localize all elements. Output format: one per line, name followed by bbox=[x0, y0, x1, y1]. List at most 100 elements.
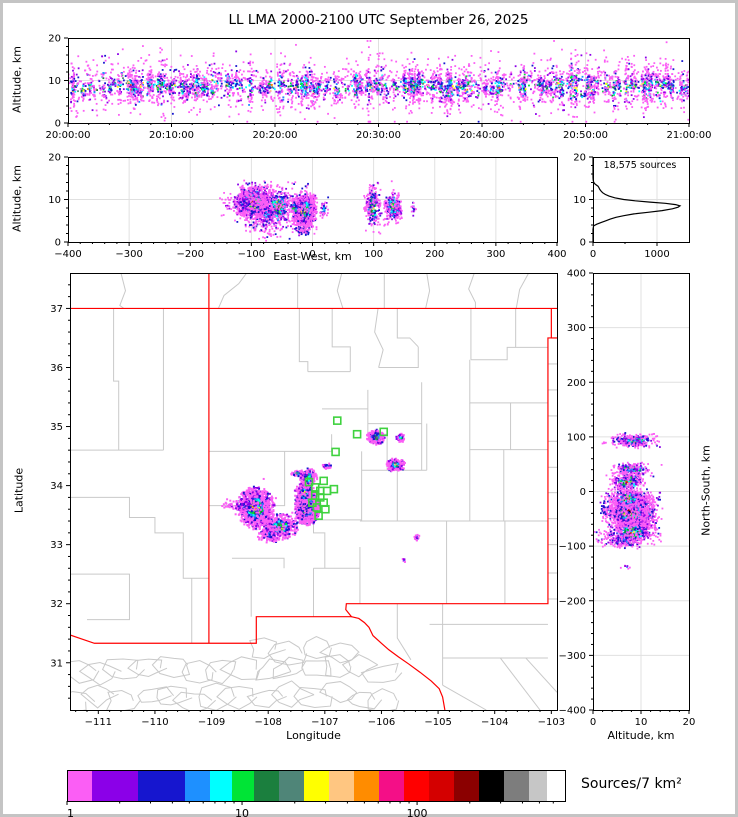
tick-label: 31 bbox=[50, 658, 63, 669]
tick-label: 20:50:00 bbox=[563, 130, 608, 141]
tick-label: 20 bbox=[573, 153, 586, 164]
tick-label: 20:30:00 bbox=[356, 130, 401, 141]
colorbar-segment bbox=[92, 770, 138, 801]
colorbar-segment bbox=[210, 770, 232, 801]
lma-station-marker bbox=[304, 477, 314, 487]
colorbar-segment bbox=[185, 770, 210, 801]
tick-label: 200 bbox=[567, 378, 586, 389]
time-panel-ylabel: Altitude, km bbox=[10, 45, 24, 114]
map-ylabel: Latitude bbox=[12, 467, 26, 514]
altitude-histogram-panel bbox=[593, 157, 689, 242]
tick-label: 20 bbox=[48, 34, 61, 45]
lma-station-marker bbox=[379, 427, 389, 437]
tick-label: 33 bbox=[50, 540, 63, 551]
tick-label: 36 bbox=[50, 363, 63, 374]
ns-panel-ylabel: North-South, km bbox=[699, 445, 713, 536]
tick-label: 10 bbox=[573, 195, 586, 206]
tick-label: 20:10:00 bbox=[149, 130, 194, 141]
ew-panel-xlabel: East-West, km bbox=[273, 250, 352, 263]
colorbar-segment bbox=[138, 770, 185, 801]
tick-label: 20 bbox=[683, 717, 696, 728]
colorbar-segment bbox=[354, 770, 379, 801]
colorbar-segment bbox=[547, 770, 565, 801]
lma-station-marker bbox=[319, 476, 328, 486]
tick-label: −108 bbox=[254, 717, 281, 728]
tick-label: 0 bbox=[590, 717, 596, 728]
tick-label: −110 bbox=[141, 717, 168, 728]
colorbar-tick-label: 1 bbox=[67, 807, 74, 817]
ns-height-panel bbox=[593, 273, 689, 710]
tick-label: 37 bbox=[50, 304, 63, 315]
colorbar-segment bbox=[404, 770, 429, 801]
lma-station-marker bbox=[312, 503, 322, 512]
source-count-annotation: 18,575 sources bbox=[603, 160, 677, 171]
tick-label: 0 bbox=[55, 238, 61, 249]
tick-label: −400 bbox=[54, 249, 81, 260]
tick-label: 100 bbox=[364, 249, 383, 260]
tick-label: −109 bbox=[198, 717, 225, 728]
colorbar-segment bbox=[479, 770, 504, 801]
colorbar-segment bbox=[329, 770, 354, 801]
ns-panel-xlabel: Altitude, km bbox=[607, 729, 675, 742]
map-panel bbox=[70, 273, 557, 710]
tick-label: −107 bbox=[311, 717, 338, 728]
colorbar-segment bbox=[254, 770, 279, 801]
tick-label: 10 bbox=[48, 195, 61, 206]
tick-label: 35 bbox=[50, 422, 63, 433]
tick-label: 0 bbox=[309, 249, 315, 260]
colorbar-title: Sources/7 km² bbox=[581, 776, 682, 792]
tick-label: −103 bbox=[538, 717, 565, 728]
lma-station-marker bbox=[308, 498, 317, 508]
colorbar bbox=[67, 770, 566, 801]
tick-label: 34 bbox=[50, 481, 63, 492]
tick-label: 20:00:00 bbox=[46, 130, 91, 141]
tick-label: −106 bbox=[368, 717, 395, 728]
colorbar-segment bbox=[232, 770, 254, 801]
colorbar-segment bbox=[67, 770, 92, 801]
panel-frame bbox=[593, 157, 690, 243]
tick-label: −100 bbox=[559, 542, 586, 553]
tick-label: 300 bbox=[486, 249, 505, 260]
lma-station-marker bbox=[314, 511, 323, 521]
colorbar-segment bbox=[429, 770, 454, 801]
tick-label: 20:40:00 bbox=[460, 130, 505, 141]
tick-label: −111 bbox=[85, 717, 112, 728]
lma-station-marker bbox=[332, 416, 342, 425]
tick-label: 20 bbox=[48, 153, 61, 164]
figure-title: LL LMA 2000-2100 UTC September 26, 2025 bbox=[228, 12, 529, 28]
tick-label: 21:00:00 bbox=[667, 130, 712, 141]
colorbar-segment bbox=[529, 770, 547, 801]
map-xlabel: Longitude bbox=[286, 729, 341, 742]
tick-label: 32 bbox=[50, 599, 63, 610]
lma-station-marker bbox=[321, 504, 330, 514]
colorbar-segment bbox=[379, 770, 404, 801]
tick-label: 0 bbox=[55, 119, 61, 130]
colorbar-segment bbox=[454, 770, 479, 801]
tick-label: 0 bbox=[590, 249, 596, 260]
tick-label: −400 bbox=[559, 706, 586, 717]
colorbar-segment bbox=[504, 770, 529, 801]
altitude-histogram-curve bbox=[592, 157, 682, 242]
tick-label: −100 bbox=[238, 249, 265, 260]
tick-label: 0 bbox=[580, 238, 586, 249]
tick-label: 1000 bbox=[644, 249, 669, 260]
tick-label: −104 bbox=[481, 717, 508, 728]
ew-height-panel bbox=[68, 157, 557, 242]
time-height-panel bbox=[68, 38, 689, 123]
lma-station-marker bbox=[331, 447, 340, 457]
colorbar-segment bbox=[304, 770, 329, 801]
tick-label: −300 bbox=[115, 249, 142, 260]
colorbar-tick-label: 10 bbox=[235, 807, 249, 817]
tick-label: −200 bbox=[559, 596, 586, 607]
lma-station-marker bbox=[352, 429, 362, 439]
colorbar-tick-label: 100 bbox=[407, 807, 428, 817]
tick-label: 0 bbox=[580, 487, 586, 498]
tick-label: 400 bbox=[547, 249, 566, 260]
tick-label: 400 bbox=[567, 269, 586, 280]
tick-label: −300 bbox=[559, 651, 586, 662]
lma-station-marker bbox=[329, 484, 339, 494]
